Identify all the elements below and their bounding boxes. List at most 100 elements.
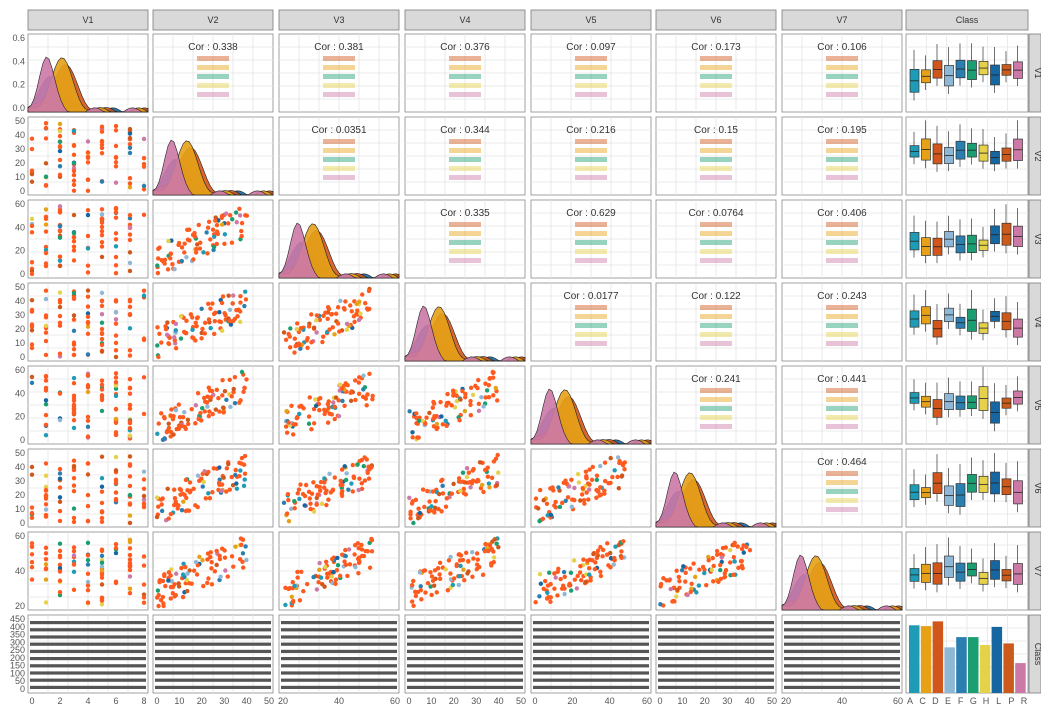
histogram-bar xyxy=(407,635,523,639)
scatter-point xyxy=(99,510,105,515)
x-tick-label: 40 xyxy=(334,696,344,706)
histogram-bar xyxy=(658,685,774,689)
scatter-point xyxy=(433,498,438,504)
class-correlation-mark xyxy=(575,314,607,319)
scatter-point xyxy=(229,240,235,245)
scatter-point xyxy=(683,579,688,584)
scatter-point xyxy=(413,497,419,503)
correlation-label: Cor : 0.173 xyxy=(691,42,741,53)
class-correlation-mark xyxy=(575,332,607,337)
scatter-point xyxy=(298,346,303,351)
scatter-point xyxy=(223,568,228,573)
panel-v7-v7 xyxy=(781,531,903,611)
scatter-point xyxy=(587,557,593,562)
scatter-point xyxy=(611,562,616,567)
scatter-point xyxy=(343,477,349,483)
scatter-point xyxy=(615,474,620,480)
column-strip-label: V3 xyxy=(333,15,344,25)
scatter-point xyxy=(43,216,49,221)
histogram-bar xyxy=(407,628,523,632)
row-strip-label: V1 xyxy=(1033,67,1041,78)
scatter-point xyxy=(352,552,357,557)
scatter-point xyxy=(156,603,161,609)
scatter-point xyxy=(555,593,560,598)
scatter-point xyxy=(85,385,91,390)
correlation-label: Cor : 0.243 xyxy=(817,291,867,302)
scatter-point xyxy=(658,581,664,587)
scatter-point xyxy=(113,128,119,133)
histogram-bar xyxy=(30,642,146,646)
scatter-point xyxy=(214,548,219,554)
scatter-point xyxy=(85,324,91,329)
column-strip-label: V1 xyxy=(82,15,93,25)
scatter-point xyxy=(57,485,63,490)
class-correlation-mark xyxy=(197,74,229,79)
scatter-point xyxy=(214,222,220,228)
scatter-point xyxy=(354,301,359,307)
scatter-point xyxy=(205,225,211,230)
scatter-point xyxy=(113,237,119,242)
scatter-point xyxy=(541,498,546,503)
scatter-point xyxy=(359,457,364,463)
scatter-point xyxy=(208,395,214,400)
class-correlation-mark xyxy=(826,92,858,97)
scatter-point xyxy=(548,512,554,518)
scatter-point xyxy=(598,569,603,574)
scatter-point xyxy=(350,462,356,468)
scatter-point xyxy=(731,555,736,560)
scatter-point xyxy=(141,375,147,380)
scatter-point xyxy=(369,465,374,470)
scatter-point xyxy=(176,240,182,246)
scatter-point xyxy=(141,582,147,587)
scatter-point xyxy=(99,387,105,392)
scatter-point xyxy=(211,244,217,250)
scatter-point xyxy=(99,145,105,151)
scatter-point xyxy=(57,313,63,319)
scatter-point xyxy=(594,477,600,483)
scatter-point xyxy=(57,578,63,583)
scatter-point xyxy=(458,397,463,402)
scatter-point xyxy=(457,418,462,423)
scatter-point xyxy=(71,239,77,244)
scatter-point xyxy=(582,501,587,506)
panel-class-v5 xyxy=(530,614,652,694)
scatter-point xyxy=(127,185,133,190)
scatter-point xyxy=(718,567,723,573)
panel-v3-v4: Cor : 0.335 xyxy=(404,199,526,279)
scatter-point xyxy=(71,235,77,240)
correlation-label: Cor : 0.464 xyxy=(817,457,867,468)
y-tick-label: 450 xyxy=(10,614,25,624)
scatter-point xyxy=(163,583,168,589)
class-correlation-mark xyxy=(826,397,858,402)
panel-v3-v1 xyxy=(27,199,149,279)
scatter-point xyxy=(602,478,608,484)
scatter-point xyxy=(71,380,77,386)
scatter-point xyxy=(739,546,745,552)
scatter-point xyxy=(71,402,77,408)
scatter-point xyxy=(286,586,291,592)
scatter-point xyxy=(193,250,199,255)
scatter-point xyxy=(181,561,186,566)
scatter-point xyxy=(71,352,77,358)
scatter-point xyxy=(361,464,366,469)
x-tick-label: R xyxy=(1021,696,1028,706)
scatter-point xyxy=(99,326,105,332)
scatter-point xyxy=(99,602,105,607)
scatter-point xyxy=(463,550,469,556)
scatter-point xyxy=(476,408,482,414)
scatter-point xyxy=(544,501,550,506)
x-tick-label: 0 xyxy=(154,696,159,706)
scatter-point xyxy=(85,331,91,337)
scatter-point xyxy=(217,409,222,414)
density-curve xyxy=(404,305,525,362)
scatter-point xyxy=(231,564,236,569)
class-correlation-mark xyxy=(449,56,481,61)
scatter-point xyxy=(127,552,133,558)
scatter-point xyxy=(229,554,235,559)
scatter-point xyxy=(187,227,192,232)
scatter-point xyxy=(598,573,604,579)
scatter-point xyxy=(321,313,326,319)
scatter-point xyxy=(171,487,177,492)
scatter-point xyxy=(621,539,626,544)
scatter-point xyxy=(606,480,611,486)
